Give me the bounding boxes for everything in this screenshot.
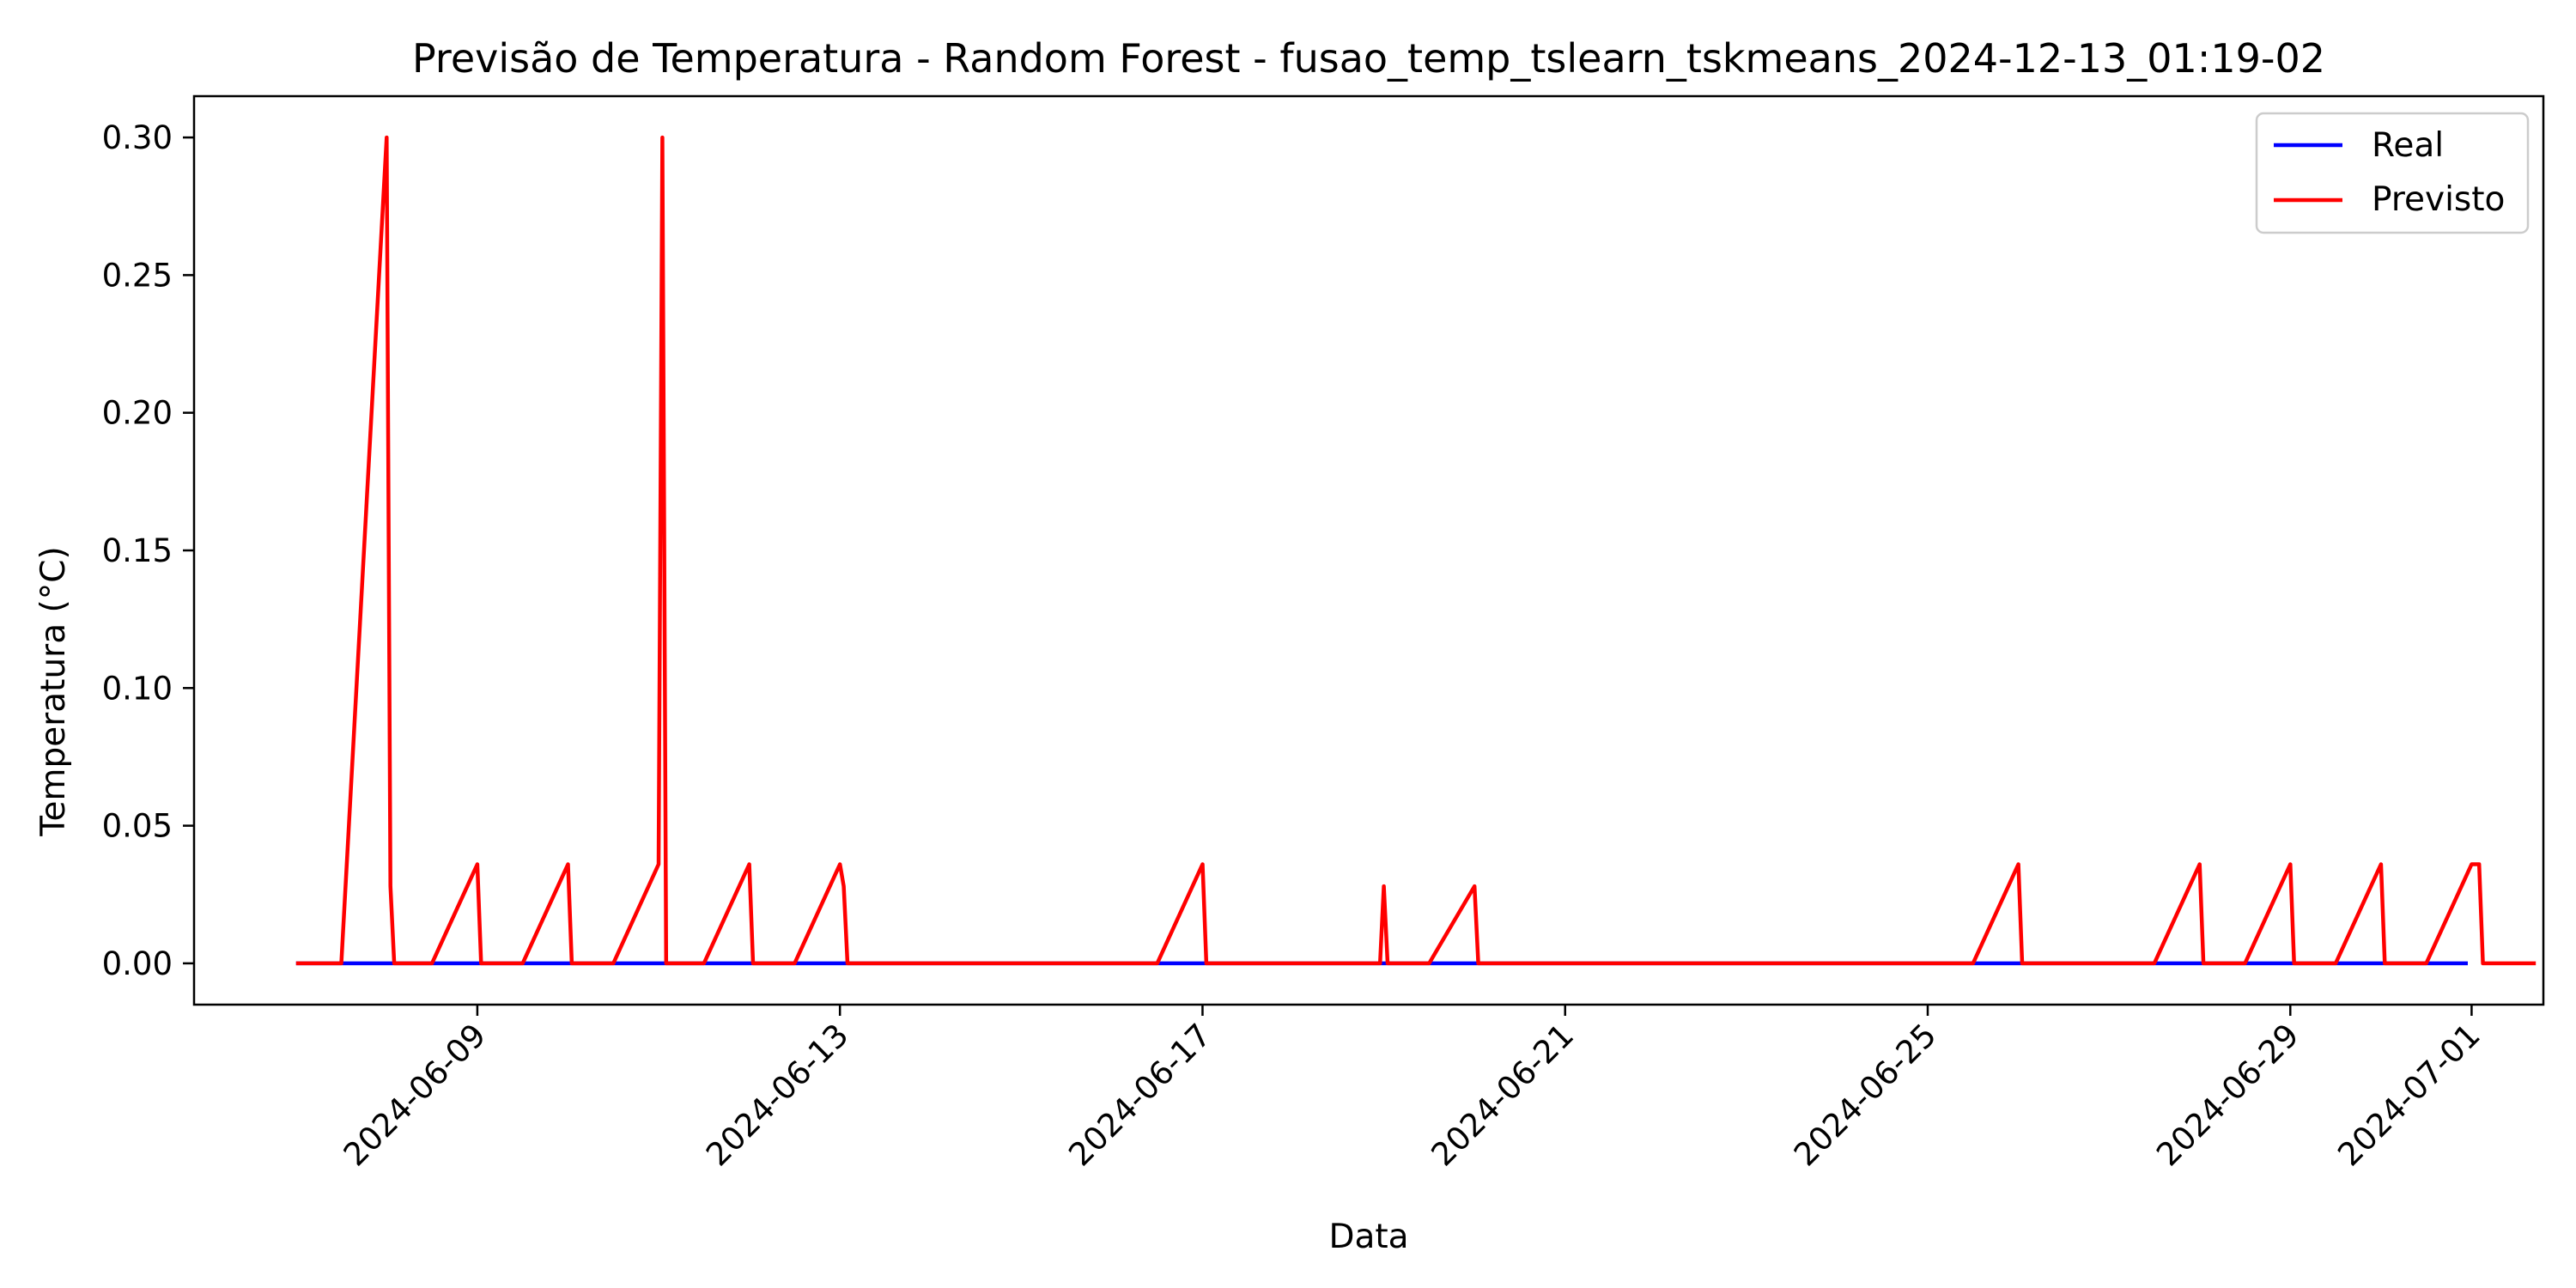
y-tick-label: 0.10 — [102, 670, 173, 707]
legend-label-real: Real — [2372, 126, 2444, 165]
y-axis-label: Temperatura (°C) — [34, 546, 73, 836]
plot-lines — [295, 135, 2537, 966]
y-tick-label: 0.00 — [102, 945, 173, 982]
y-axis: 0.00 0.05 0.10 0.15 0.20 0.25 0.30 — [102, 119, 194, 982]
y-tick-label: 0.05 — [102, 808, 173, 845]
legend: Real Previsto — [2255, 112, 2530, 234]
y-tick-label: 0.30 — [102, 119, 173, 156]
y-tick-label: 0.15 — [102, 532, 173, 569]
series-line-previsto — [295, 135, 2537, 966]
y-tick-label: 0.25 — [102, 257, 173, 294]
legend-label-previsto: Previsto — [2372, 180, 2505, 219]
chart-title: Previsão de Temperatura - Random Forest … — [412, 35, 2325, 82]
x-axis-label: Data — [1328, 1218, 1408, 1256]
y-tick-label: 0.20 — [102, 395, 173, 432]
plot-frame — [192, 94, 2545, 1006]
